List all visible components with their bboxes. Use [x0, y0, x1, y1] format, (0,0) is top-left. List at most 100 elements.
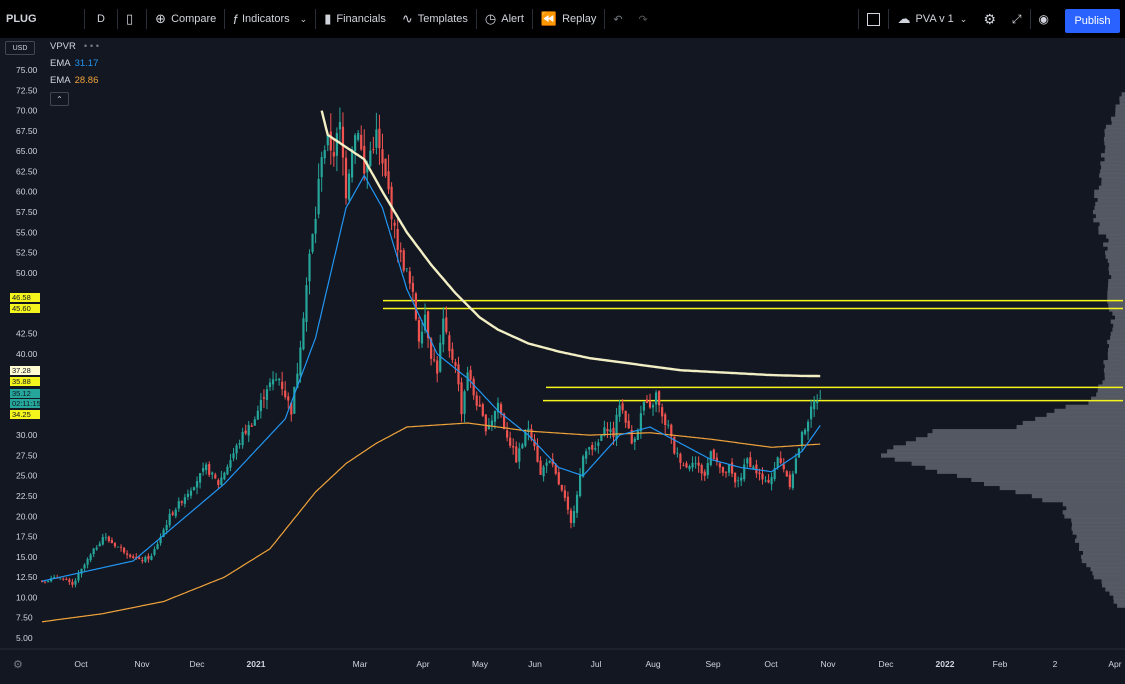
publish-button[interactable]: Publish — [1065, 9, 1120, 33]
volume-bar — [1108, 347, 1125, 353]
candle-body — [651, 405, 655, 408]
chart-type-button[interactable]: ▯ — [118, 0, 146, 38]
candle-body — [43, 581, 47, 583]
undo-button[interactable]: ↶ — [605, 0, 630, 38]
candle-body — [89, 554, 92, 561]
layout-toggle-button[interactable] — [859, 0, 888, 38]
candle-body — [290, 402, 293, 415]
volume-bar — [925, 465, 1125, 470]
candle-body — [244, 430, 247, 434]
symbol-search[interactable]: PLUG — [6, 13, 37, 25]
candle-body — [472, 378, 475, 396]
indicators-button[interactable]: f Indicators ⌄ — [225, 0, 315, 38]
candle-body — [487, 424, 490, 429]
templates-button[interactable]: ∿ Templates — [394, 0, 476, 38]
candle-body — [800, 431, 804, 447]
volume-bar — [1076, 534, 1125, 539]
volume-bar — [905, 441, 1125, 446]
ema-slow-label: EMA — [50, 75, 71, 86]
candle-body — [694, 463, 697, 465]
volume-bar — [1094, 189, 1125, 194]
fullscreen-button[interactable]: ⤢ — [1004, 0, 1030, 38]
bar-chart-icon: ▮ — [324, 11, 332, 26]
candle-body — [296, 373, 299, 389]
time-axis[interactable]: Oct Nov Dec 2021 Mar Apr May Jun Jul Aug Sep Oct Nov… — [0, 648, 1125, 669]
candle-body — [451, 348, 454, 360]
candle-body — [71, 581, 74, 585]
candle-body — [259, 399, 262, 412]
candle-body — [95, 547, 98, 550]
volume-bar — [1015, 489, 1125, 495]
candle-body — [709, 451, 712, 466]
volume-bar — [1103, 136, 1125, 142]
candle-body — [433, 359, 436, 361]
ema-fast-legend[interactable]: EMA 31.17 — [50, 58, 98, 69]
volume-bar — [1074, 538, 1125, 543]
volume-bar — [1113, 599, 1125, 604]
price-tick-label: 42.50 — [16, 329, 38, 339]
alert-button[interactable]: ◷ Alert — [477, 0, 532, 38]
candle-body — [703, 471, 706, 476]
candle-body — [758, 472, 761, 474]
volume-bar — [1100, 169, 1125, 174]
axis-settings-icon[interactable]: ⚙ — [13, 659, 23, 671]
time-tick-label: 2021 — [247, 659, 266, 669]
volume-bar — [1102, 380, 1125, 385]
candle-body — [189, 490, 193, 496]
divider — [858, 9, 860, 29]
candle-body — [119, 546, 123, 548]
more-icon[interactable]: • • • — [83, 41, 100, 52]
vpvr-legend[interactable]: VPVR • • • — [50, 41, 99, 52]
price-tick-label: 70.00 — [16, 106, 38, 116]
candle-body — [670, 424, 673, 437]
candle-body — [430, 338, 433, 359]
replay-button[interactable]: ⏪ Replay — [533, 0, 604, 38]
candle-body — [381, 149, 384, 164]
candle-body — [481, 404, 484, 416]
candle-body — [609, 429, 612, 433]
candle-body — [518, 448, 521, 462]
price-axis[interactable]: 75.00 72.50 70.00 67.50 65.00 62.50 60.00 57.50… — [0, 38, 41, 646]
candle-body — [621, 403, 624, 411]
volume-bar — [1094, 205, 1125, 211]
settings-button[interactable]: ⚙ — [975, 0, 1004, 38]
interval-button[interactable]: D — [97, 13, 105, 25]
volume-bar — [1093, 575, 1125, 580]
candle-body — [405, 268, 408, 270]
time-tick-label: Feb — [993, 659, 1008, 669]
currency-button[interactable]: USD — [5, 41, 35, 55]
collapse-legend-button[interactable]: ⌃ — [50, 92, 69, 106]
price-level-lines[interactable] — [383, 299, 1123, 402]
chevron-up-icon: ⌃ — [56, 94, 63, 104]
candle-body — [113, 543, 117, 547]
candle-body — [387, 171, 390, 190]
volume-bar — [1046, 412, 1125, 418]
financials-button[interactable]: ▮ Financials — [316, 0, 394, 38]
volume-profile — [881, 92, 1125, 608]
candle-body — [560, 484, 563, 491]
volume-bar — [1108, 238, 1125, 243]
candle-body — [396, 229, 399, 251]
candle-body — [515, 446, 518, 463]
candle-body — [287, 396, 290, 401]
ema-slow-legend[interactable]: EMA 28.86 — [50, 75, 98, 86]
volume-bar — [1104, 376, 1125, 381]
candle-body — [214, 474, 217, 479]
compare-button[interactable]: ⊕ Compare — [147, 0, 224, 38]
snapshot-button[interactable]: ◉ — [1031, 0, 1057, 38]
candle-body — [80, 568, 83, 574]
candle-body — [271, 379, 275, 385]
candle-body — [40, 580, 44, 582]
layout-menu[interactable]: ☁ PVA v 1 ⌄ — [889, 0, 975, 38]
candle-body — [539, 460, 542, 475]
volume-bar — [1106, 234, 1125, 239]
chart-pane[interactable]: 75.00 72.50 70.00 67.50 65.00 62.50 60.00 57.50… — [0, 38, 1125, 684]
time-tick-label: Dec — [878, 659, 894, 669]
price-chart[interactable]: 75.00 72.50 70.00 67.50 65.00 62.50 60.00 57.50… — [0, 38, 1125, 684]
volume-bar — [1098, 230, 1125, 235]
candle-body — [329, 131, 332, 151]
candle-body — [521, 444, 524, 449]
price-tick-label: 15.00 — [16, 552, 38, 562]
redo-button[interactable]: ↷ — [631, 0, 656, 38]
candle-body — [256, 410, 259, 420]
